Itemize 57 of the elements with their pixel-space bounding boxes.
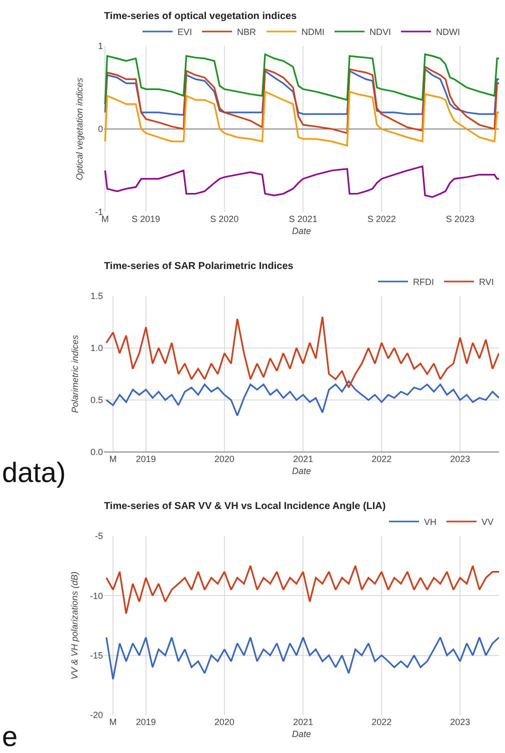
x-tick-label: M	[109, 454, 117, 464]
line-series	[106, 565, 499, 614]
y-tick-label: 1	[98, 41, 103, 52]
x-axis-title: Date	[292, 728, 312, 739]
y-tick-label: 1.0	[90, 343, 103, 354]
line-series	[106, 316, 499, 388]
x-tick-label: S 2021	[288, 214, 318, 224]
y-axis-title: Polarimetric indices	[70, 334, 80, 414]
line-series	[104, 66, 499, 134]
line-series	[106, 380, 499, 416]
legend-label: RFDI	[413, 277, 434, 288]
y-tick-label: -1	[94, 207, 103, 218]
text: data)	[2, 457, 66, 488]
legend-label: EVI	[178, 27, 192, 38]
x-tick-label: 2021	[293, 454, 314, 464]
x-tick-label: 2019	[136, 717, 156, 727]
legend-label: VV	[482, 517, 494, 528]
y-tick-label: 0.0	[90, 447, 103, 458]
y-tick-label: -10	[90, 590, 103, 601]
legend-label: NDVI	[370, 27, 392, 38]
x-tick-label: 2022	[372, 454, 392, 464]
x-tick-label: 2022	[372, 717, 392, 727]
x-tick-label: 2020	[214, 717, 234, 727]
legend-label: NBR	[237, 27, 257, 38]
x-tick-label: 2020	[214, 454, 234, 464]
x-tick-label: 2021	[293, 717, 314, 727]
y-tick-label: -20	[90, 710, 103, 720]
y-tick-label: -5	[94, 531, 103, 542]
legend-label: VH	[424, 517, 437, 528]
y-tick-label: -15	[90, 650, 103, 660]
x-tick-label: M	[109, 717, 117, 727]
x-axis-title: Date	[292, 226, 312, 236]
y-tick-label: 1.5	[90, 291, 103, 302]
x-tick-label: M	[101, 214, 109, 224]
y-axis-title: VV & VH polarizations (dB)	[69, 571, 80, 680]
x-tick-label: S 2023	[446, 214, 474, 224]
x-tick-label: S 2020	[210, 214, 239, 224]
x-tick-label: S 2019	[132, 214, 160, 224]
y-tick-label: 0	[98, 124, 103, 134]
y-tick-label: 0.5	[90, 395, 103, 406]
legend-label: NDWI	[436, 27, 460, 38]
x-tick-label: 2023	[450, 454, 470, 464]
y-axis-title: Optical vegetation indices	[74, 77, 84, 180]
line-series	[104, 54, 499, 105]
x-tick-label: S 2022	[367, 214, 396, 224]
legend-label: RVI	[479, 277, 494, 288]
x-axis-title: Date	[292, 466, 312, 476]
line-series	[104, 90, 499, 146]
legend-label: NDMI	[302, 27, 325, 38]
x-tick-label: 2019	[136, 454, 156, 464]
line-series	[104, 166, 499, 198]
chart-title: Time-series of SAR Polarimetric Indices	[104, 261, 294, 272]
chart-title: Time-series of SAR VV & VH vs Local Incidence Angle (LIA)	[104, 501, 386, 512]
chart-title: Time-series of optical vegetation indices	[104, 11, 298, 22]
text: e	[2, 721, 18, 752]
line-series	[106, 636, 499, 680]
x-tick-label: 2023	[450, 717, 470, 727]
